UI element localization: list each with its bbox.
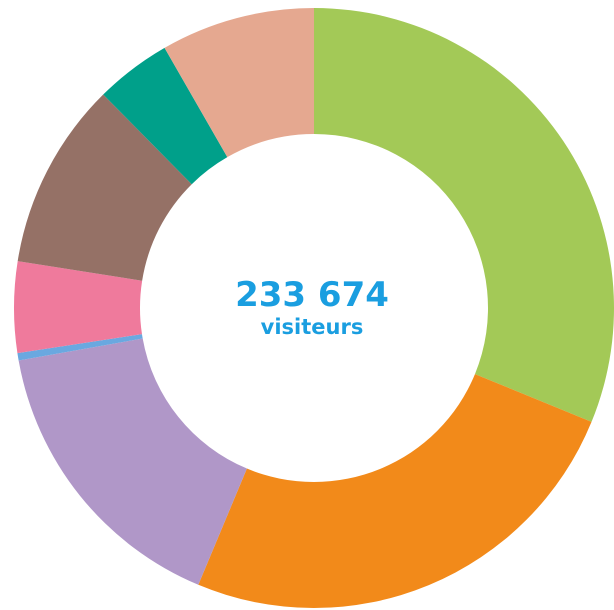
- donut-slice: [103, 47, 228, 185]
- donut-slice: [164, 8, 314, 158]
- center-label: visiteurs: [261, 315, 364, 339]
- slices: [13, 8, 614, 608]
- donut-slice: [17, 94, 192, 281]
- donut-slice: [13, 261, 143, 354]
- donut-slice: [198, 374, 592, 608]
- center-total: 233 674: [235, 275, 389, 315]
- donut-slice: [314, 8, 614, 422]
- donut-slice: [18, 338, 247, 585]
- donut-slice: [17, 334, 143, 361]
